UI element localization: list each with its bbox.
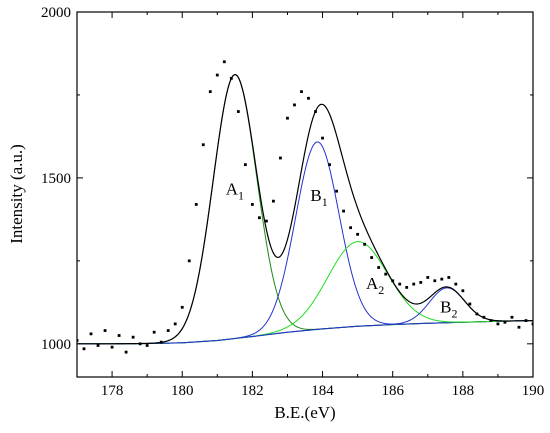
data-point [117,334,121,337]
data-point [124,350,128,354]
peak-label-a1: A1 [226,180,244,203]
envelope-fit-curve [77,73,533,345]
data-point [131,335,135,339]
data-point [454,282,458,286]
data-point [236,110,240,113]
x-tick-label: 186 [381,383,404,399]
data-point [258,216,261,220]
data-point [426,276,430,279]
data-point [82,347,86,351]
data-point [194,203,198,206]
peak-label-a2: A2 [366,274,384,297]
data-point [475,312,479,316]
data-point [300,90,303,94]
x-tick-label: 188 [452,383,475,399]
data-point [531,322,533,326]
x-tick-label: 184 [311,383,334,399]
y-axis-title: Intensity (a.u.) [7,144,26,244]
data-point [419,281,423,284]
data-point [349,226,352,230]
data-point [440,277,444,281]
data-point [166,329,170,332]
peak-label-b2: B2 [440,297,457,320]
data-point [447,276,451,279]
peak-annotations: A1 B1 A2 B2 [226,180,458,321]
data-point [363,242,367,246]
data-point [250,203,254,206]
x-tick-label: 190 [522,383,545,399]
data-point [405,286,409,289]
data-point [384,272,388,276]
data-point [201,143,205,147]
data-point [272,199,275,203]
peak-curve-a2 [77,241,533,345]
data-point [110,345,114,349]
peak-curve-b2 [77,287,533,345]
data-point [342,209,345,213]
data-point [208,90,212,94]
data-point [328,163,331,167]
data-point [335,189,338,193]
axis-ticks: 178 180 182 184 186 188 190 1000 1500 2000 [41,5,544,399]
data-point [293,103,296,107]
data-point [524,319,528,322]
peak-curve-a1 [77,74,533,345]
y-tick-label: 2000 [41,5,71,21]
data-point [314,110,317,113]
data-point [103,329,107,332]
data-point [173,322,177,326]
plot-frame [76,11,534,378]
data-point [433,279,437,283]
data-point [215,73,219,77]
data-point [482,315,486,319]
data-point [286,116,289,120]
x-tick-label: 180 [171,383,194,399]
data-point [489,319,493,322]
data-point [152,330,156,334]
data-points [77,60,533,354]
x-axis-title: B.E.(eV) [274,403,335,422]
data-point [517,325,521,329]
data-point [145,344,149,347]
data-point [138,342,142,346]
data-point [187,259,191,263]
data-point [77,339,79,342]
data-point [265,219,268,223]
data-point [229,76,233,80]
data-point [391,279,395,283]
data-point [503,320,507,324]
peak-label-b1: B1 [310,186,327,209]
data-point [96,344,100,347]
data-point [279,156,282,160]
data-point [496,322,500,326]
x-tick-label: 178 [101,383,124,399]
y-tick-label: 1000 [41,337,71,353]
data-point [398,282,402,286]
data-point [461,289,465,293]
data-point [370,256,374,259]
data-point [222,60,226,64]
data-point [412,282,416,286]
background-line [77,319,533,345]
data-point [377,266,381,269]
y-tick-label: 1500 [41,171,71,187]
data-point [321,136,324,140]
data-point [89,332,93,336]
data-point [307,96,310,100]
data-point [180,305,184,309]
x-tick-label: 182 [241,383,264,399]
data-point [159,340,163,344]
data-point [510,315,514,319]
fit-curves [77,73,533,345]
data-point [468,302,472,306]
data-point [356,232,360,236]
data-point [243,163,247,167]
peak-curve-b1 [77,141,533,345]
